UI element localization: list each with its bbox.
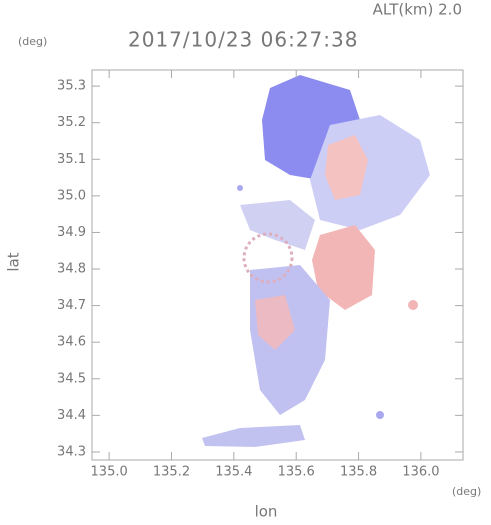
- x-tick-label: 135.2: [153, 465, 190, 480]
- altitude-label: ALT(km) 2.0: [373, 1, 462, 19]
- y-tick-label: 35.0: [57, 188, 86, 203]
- echo: [250, 265, 330, 415]
- y-axis-label: lat: [5, 252, 23, 271]
- echo: [325, 135, 368, 200]
- plot-frame: [91, 69, 464, 461]
- x-axis-label: lon: [255, 503, 278, 521]
- y-tick-label: 34.8: [57, 262, 86, 277]
- y-tick-label: 34.9: [57, 225, 86, 240]
- y-tick-label: 35.3: [57, 79, 86, 94]
- chart-title: 2017/10/23 06:27:38: [128, 28, 358, 52]
- y-tick-label: 34.3: [57, 444, 86, 459]
- radar-echoes: [202, 75, 430, 447]
- echo: [237, 185, 243, 191]
- echo: [312, 225, 375, 310]
- y-tick-label: 35.1: [57, 152, 86, 167]
- y-tick-label: 34.4: [57, 408, 86, 423]
- echo: [240, 200, 315, 250]
- x-tick-label: 135.8: [340, 465, 377, 480]
- y-tick-label: 35.2: [57, 115, 86, 130]
- echo: [376, 411, 384, 419]
- x-tick-label: 136.0: [402, 465, 439, 480]
- echo-ring: [242, 232, 294, 284]
- x-unit: (deg): [452, 485, 481, 498]
- y-tick-label: 34.5: [57, 371, 86, 386]
- y-tick-label: 34.7: [57, 298, 86, 313]
- x-tick-label: 135.0: [91, 465, 128, 480]
- y-tick-label: 34.6: [57, 335, 86, 350]
- x-tick-label: 135.4: [215, 465, 252, 480]
- echo: [255, 295, 295, 350]
- x-tick-label: 135.6: [278, 465, 315, 480]
- y-unit: (deg): [18, 35, 47, 48]
- echo: [202, 425, 305, 447]
- echo: [408, 300, 418, 310]
